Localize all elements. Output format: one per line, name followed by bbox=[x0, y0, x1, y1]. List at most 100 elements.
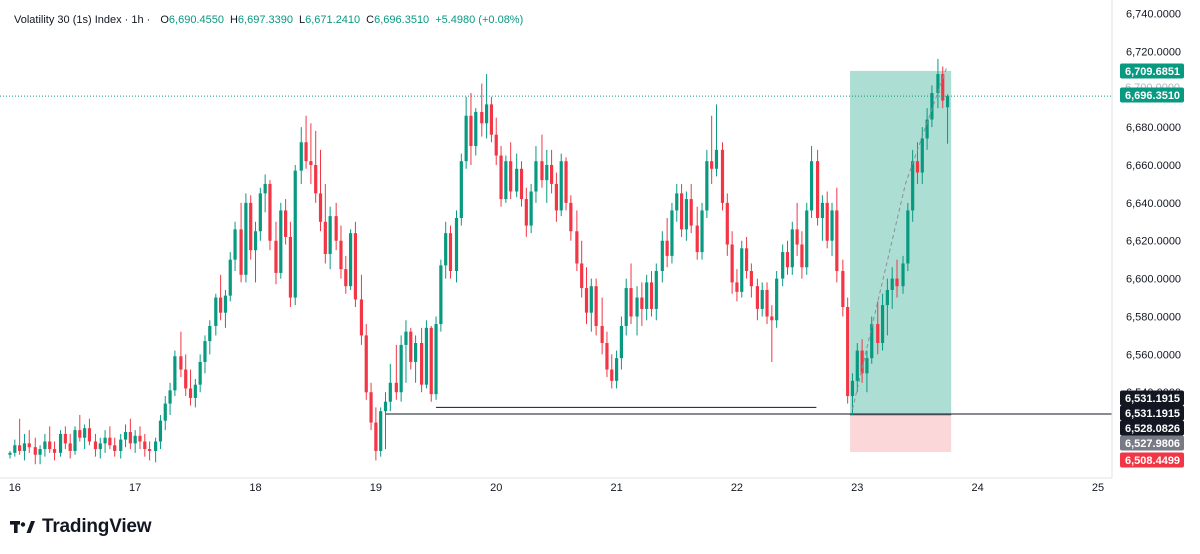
candle-body[interactable] bbox=[735, 282, 739, 292]
candle-body[interactable] bbox=[540, 161, 544, 181]
candle-body[interactable] bbox=[68, 443, 72, 451]
candle-body[interactable] bbox=[534, 161, 538, 192]
candle-body[interactable] bbox=[790, 229, 794, 268]
candle-body[interactable] bbox=[404, 331, 408, 345]
candle-body[interactable] bbox=[73, 430, 77, 451]
candle-body[interactable] bbox=[119, 439, 123, 451]
price-tag-stop[interactable]: 6,508.4499 bbox=[1125, 455, 1180, 467]
candle-body[interactable] bbox=[870, 324, 874, 359]
candle-body[interactable] bbox=[268, 183, 272, 241]
candle-body[interactable] bbox=[714, 149, 719, 169]
candle-body[interactable] bbox=[549, 164, 554, 184]
candle-body[interactable] bbox=[58, 433, 63, 453]
candle-body[interactable] bbox=[314, 164, 318, 194]
candle-body[interactable] bbox=[163, 403, 167, 421]
candle-body[interactable] bbox=[945, 96, 950, 108]
candle-body[interactable] bbox=[328, 216, 332, 254]
candle-body[interactable] bbox=[83, 428, 87, 438]
candle-body[interactable] bbox=[564, 161, 568, 203]
candle-body[interactable] bbox=[885, 289, 889, 306]
candle-body[interactable] bbox=[179, 356, 183, 370]
loss-zone[interactable] bbox=[850, 414, 952, 452]
candle-body[interactable] bbox=[589, 286, 593, 313]
candle-body[interactable] bbox=[559, 161, 563, 211]
candle-body[interactable] bbox=[198, 361, 202, 385]
candle-body[interactable] bbox=[605, 343, 609, 370]
candle-body[interactable] bbox=[359, 299, 364, 336]
candle-body[interactable] bbox=[263, 183, 267, 194]
candle-body[interactable] bbox=[63, 433, 67, 444]
candle-body[interactable] bbox=[890, 278, 894, 290]
candle-body[interactable] bbox=[775, 278, 779, 321]
candle-body[interactable] bbox=[379, 411, 383, 451]
candle-body[interactable] bbox=[665, 240, 669, 256]
candle-body[interactable] bbox=[123, 432, 128, 440]
price-tag-dark[interactable]: 6,531.1915 bbox=[1125, 393, 1180, 405]
candle-body[interactable] bbox=[494, 134, 498, 156]
candle-body[interactable] bbox=[184, 369, 188, 389]
candle-body[interactable] bbox=[388, 382, 392, 402]
candle-body[interactable] bbox=[334, 216, 338, 241]
candle-body[interactable] bbox=[895, 278, 899, 287]
candle-body[interactable] bbox=[168, 390, 172, 404]
horizontal-levels[interactable] bbox=[385, 406, 1112, 415]
candles[interactable] bbox=[8, 58, 950, 465]
candle-body[interactable] bbox=[253, 231, 258, 251]
candle-body[interactable] bbox=[554, 183, 559, 211]
candle-body[interactable] bbox=[339, 240, 343, 270]
candle-body[interactable] bbox=[760, 289, 764, 309]
candle-body[interactable] bbox=[649, 282, 654, 309]
candle-body[interactable] bbox=[349, 233, 353, 287]
candle-body[interactable] bbox=[600, 325, 604, 344]
candle-body[interactable] bbox=[474, 111, 478, 147]
candle-body[interactable] bbox=[444, 233, 448, 266]
candle-body[interactable] bbox=[876, 324, 880, 344]
candle-body[interactable] bbox=[781, 252, 785, 279]
candle-body[interactable] bbox=[689, 199, 693, 226]
candle-body[interactable] bbox=[830, 210, 834, 241]
candle-body[interactable] bbox=[299, 142, 303, 171]
candle-body[interactable] bbox=[930, 93, 934, 120]
price-tag-target[interactable]: 6,709.6851 bbox=[1125, 66, 1180, 78]
candle-body[interactable] bbox=[249, 202, 253, 251]
candle-body[interactable] bbox=[228, 259, 232, 296]
candle-body[interactable] bbox=[740, 248, 744, 292]
tradingview-logo[interactable]: TradingView bbox=[10, 516, 152, 538]
candle-body[interactable] bbox=[815, 161, 820, 219]
candle-body[interactable] bbox=[941, 74, 945, 101]
candle-body[interactable] bbox=[594, 286, 598, 326]
candle-body[interactable] bbox=[584, 288, 589, 313]
candle-body[interactable] bbox=[795, 229, 799, 245]
candle-body[interactable] bbox=[239, 229, 243, 275]
candle-body[interactable] bbox=[439, 265, 443, 325]
candle-body[interactable] bbox=[730, 244, 734, 283]
candle-body[interactable] bbox=[13, 445, 17, 453]
candle-body[interactable] bbox=[524, 199, 528, 226]
symbol-title[interactable]: Volatility 30 (1s) Index · 1h · bbox=[14, 14, 151, 26]
candle-body[interactable] bbox=[880, 305, 885, 344]
candle-body[interactable] bbox=[429, 327, 433, 395]
candle-body[interactable] bbox=[78, 430, 82, 438]
candle-body[interactable] bbox=[720, 149, 725, 203]
candle-body[interactable] bbox=[258, 193, 262, 232]
candle-body[interactable] bbox=[825, 202, 829, 241]
candle-body[interactable] bbox=[98, 443, 102, 450]
candle-body[interactable] bbox=[580, 263, 584, 289]
time-axis[interactable]: 16 17 18 19 20 21 22 23 24 25 bbox=[0, 0, 1113, 494]
candle-body[interactable] bbox=[499, 155, 503, 200]
candle-body[interactable] bbox=[705, 161, 709, 211]
candle-body[interactable] bbox=[399, 344, 403, 393]
candle-body[interactable] bbox=[911, 161, 915, 211]
candle-body[interactable] bbox=[485, 104, 489, 124]
candle-body[interactable] bbox=[855, 350, 859, 381]
candle-body[interactable] bbox=[749, 271, 753, 287]
candle-body[interactable] bbox=[915, 161, 920, 173]
candle-body[interactable] bbox=[865, 358, 869, 374]
candle-body[interactable] bbox=[188, 388, 193, 398]
candle-body[interactable] bbox=[214, 297, 218, 326]
candle-body[interactable] bbox=[318, 193, 323, 222]
candle-body[interactable] bbox=[515, 168, 519, 192]
candle-body[interactable] bbox=[454, 218, 459, 272]
candle-body[interactable] bbox=[223, 295, 228, 313]
